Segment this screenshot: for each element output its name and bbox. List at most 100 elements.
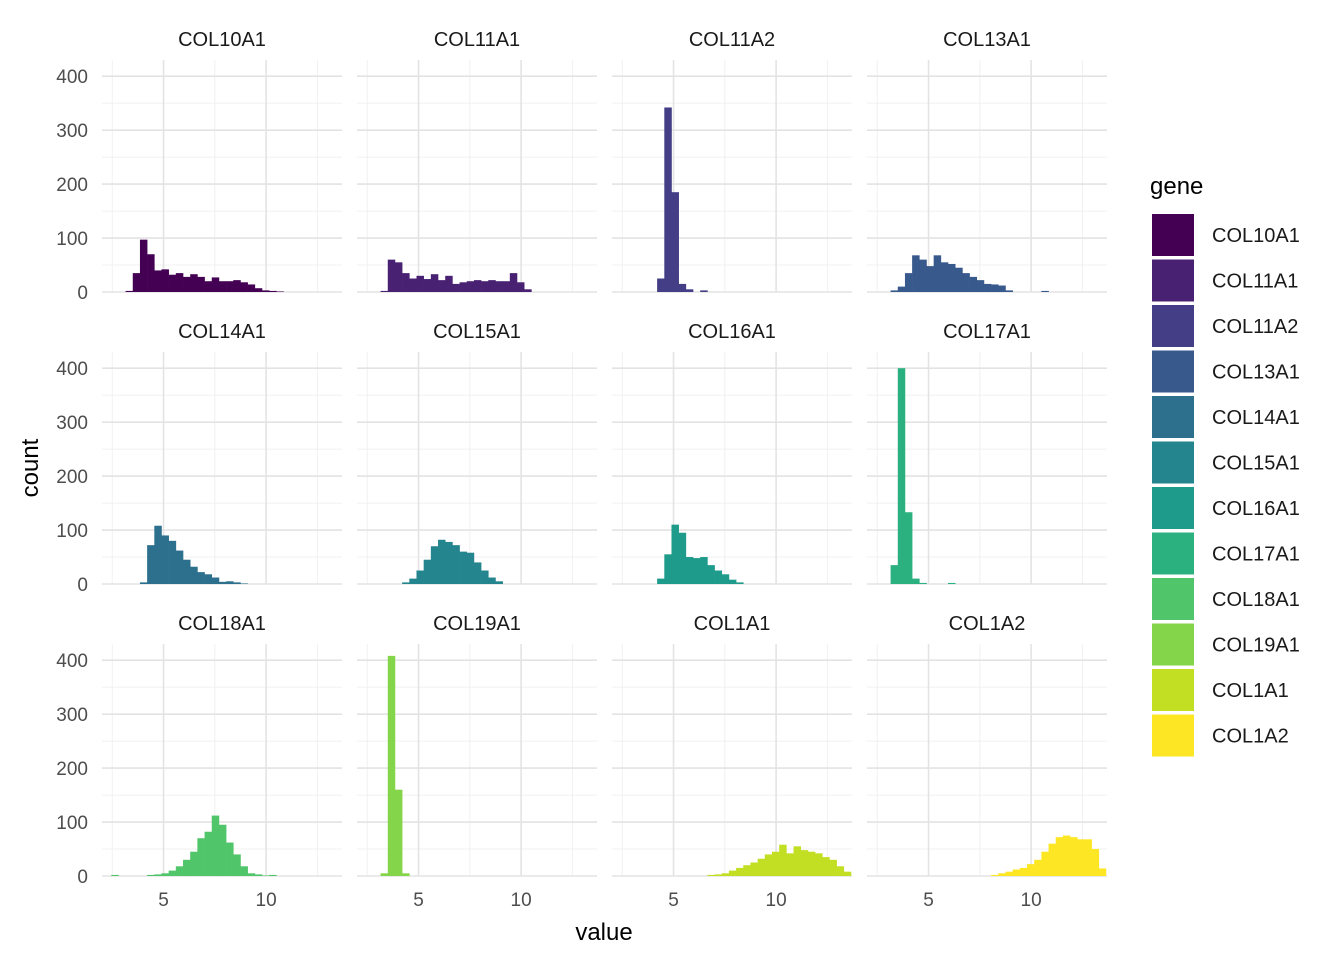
histogram-bar (815, 853, 823, 876)
histogram-bar (714, 570, 723, 584)
histogram-bar (948, 582, 956, 584)
histogram-bar (466, 281, 475, 292)
histogram-bar (218, 281, 227, 292)
strip-label: COL18A1 (178, 613, 266, 635)
strip-label: COL1A2 (949, 613, 1026, 635)
histogram-bar (998, 285, 1006, 292)
histogram-bar (197, 838, 205, 876)
histogram-bar (240, 282, 248, 292)
strip-label: COL11A1 (434, 29, 520, 51)
legend-swatch (1152, 578, 1194, 620)
histogram-bar (976, 280, 985, 292)
legend-swatch (1152, 623, 1194, 666)
y-tick-label: 300 (56, 413, 88, 434)
histogram-bar (276, 291, 284, 292)
histogram-bar (430, 274, 439, 292)
legend-item-col19a1: COL19A1 (1152, 623, 1300, 666)
histogram-bar (190, 851, 198, 876)
histogram-bar (147, 874, 155, 876)
histogram-bar (423, 559, 432, 584)
legend: gene COL10A1 COL11A1 COL11A2 COL13A1 COL14A1… (1150, 173, 1300, 757)
legend-item-col13a1: COL13A1 (1152, 350, 1300, 393)
histogram-bar (380, 290, 389, 292)
histogram-bar (190, 274, 198, 292)
histogram-bar (269, 290, 277, 292)
histogram-bar (269, 874, 277, 876)
legend-swatch (1152, 259, 1194, 302)
histogram-bar (488, 280, 496, 292)
panel-col10a1: COL10A1 0 100 200 300 400 (56, 29, 342, 304)
histogram-bar (1034, 859, 1042, 876)
histogram-bar (890, 565, 899, 584)
histogram-bar (736, 582, 744, 584)
histogram-bar (211, 577, 220, 584)
legend-label: COL11A2 (1212, 316, 1298, 338)
histogram-bar (183, 859, 191, 876)
histogram-bar (495, 281, 503, 292)
histogram-bar (190, 566, 198, 584)
histogram-bar (254, 288, 263, 292)
histogram-bar (707, 874, 715, 876)
histogram-bar (233, 582, 241, 584)
histogram-bar (912, 578, 920, 584)
legend-item-col16a1: COL16A1 (1152, 487, 1300, 529)
histogram-bar (452, 283, 460, 292)
y-tick-label: 300 (56, 705, 88, 726)
legend-item-col15a1: COL15A1 (1152, 441, 1300, 484)
histogram-bar (983, 283, 992, 292)
histogram-bar (175, 550, 184, 584)
histogram-bar (197, 276, 205, 292)
legend-swatch (1152, 396, 1194, 438)
legend-swatch (1152, 487, 1194, 529)
y-tick-label: 400 (56, 67, 88, 88)
legend-item-col10a1: COL10A1 (1152, 214, 1300, 256)
y-tick-label: 0 (77, 575, 88, 596)
y-tick-label: 200 (56, 759, 88, 780)
histogram-bar (948, 263, 956, 292)
x-tick-label: 10 (511, 890, 532, 911)
histogram-bar (1005, 871, 1013, 876)
histogram-bar (211, 277, 220, 292)
legend-label: COL13A1 (1212, 362, 1300, 384)
legend-swatch (1152, 305, 1194, 347)
histogram-bar (168, 274, 177, 292)
histogram-bar (387, 655, 396, 876)
legend-swatch (1152, 350, 1194, 393)
histogram-bar (998, 873, 1006, 876)
histogram-bar (154, 874, 162, 876)
histogram-bar (168, 870, 177, 876)
legend-label: COL11A1 (1212, 271, 1298, 293)
histogram-bar (226, 842, 234, 876)
histogram-bar (1005, 290, 1013, 292)
histogram-bar (991, 284, 999, 292)
panel-col15a1: COL15A1 (357, 321, 597, 585)
histogram-bar (707, 565, 715, 584)
strip-label: COL15A1 (433, 321, 521, 343)
histogram-bar (423, 279, 432, 292)
histogram-bar (1070, 837, 1078, 876)
histogram-bar (1084, 839, 1092, 876)
y-axis-title: count (17, 438, 44, 497)
legend-item-col11a1: COL11A1 (1152, 259, 1298, 302)
histogram-bar (750, 862, 758, 876)
histogram-bar (175, 866, 184, 876)
y-tick-label: 100 (56, 521, 88, 542)
histogram-bar (807, 851, 816, 876)
histogram-bar (247, 873, 256, 876)
panel-col1a1: COL1A1 5 10 (612, 613, 852, 911)
x-tick-label: 10 (256, 890, 277, 911)
histogram-bar (890, 290, 899, 292)
histogram-bar (955, 267, 963, 292)
histogram-bar (822, 857, 830, 876)
histogram-bar (218, 581, 227, 584)
histogram-bar (793, 846, 802, 876)
histogram-bar (132, 273, 141, 292)
histogram-bar (139, 239, 148, 292)
y-tick-label: 100 (56, 229, 88, 250)
legend-label: COL17A1 (1212, 544, 1300, 566)
histogram-bar (897, 286, 906, 292)
legend-item-col11a2: COL11A2 (1152, 305, 1298, 347)
x-tick-label: 5 (668, 890, 679, 911)
histogram-bar (664, 554, 672, 584)
y-tick-label: 400 (56, 359, 88, 380)
